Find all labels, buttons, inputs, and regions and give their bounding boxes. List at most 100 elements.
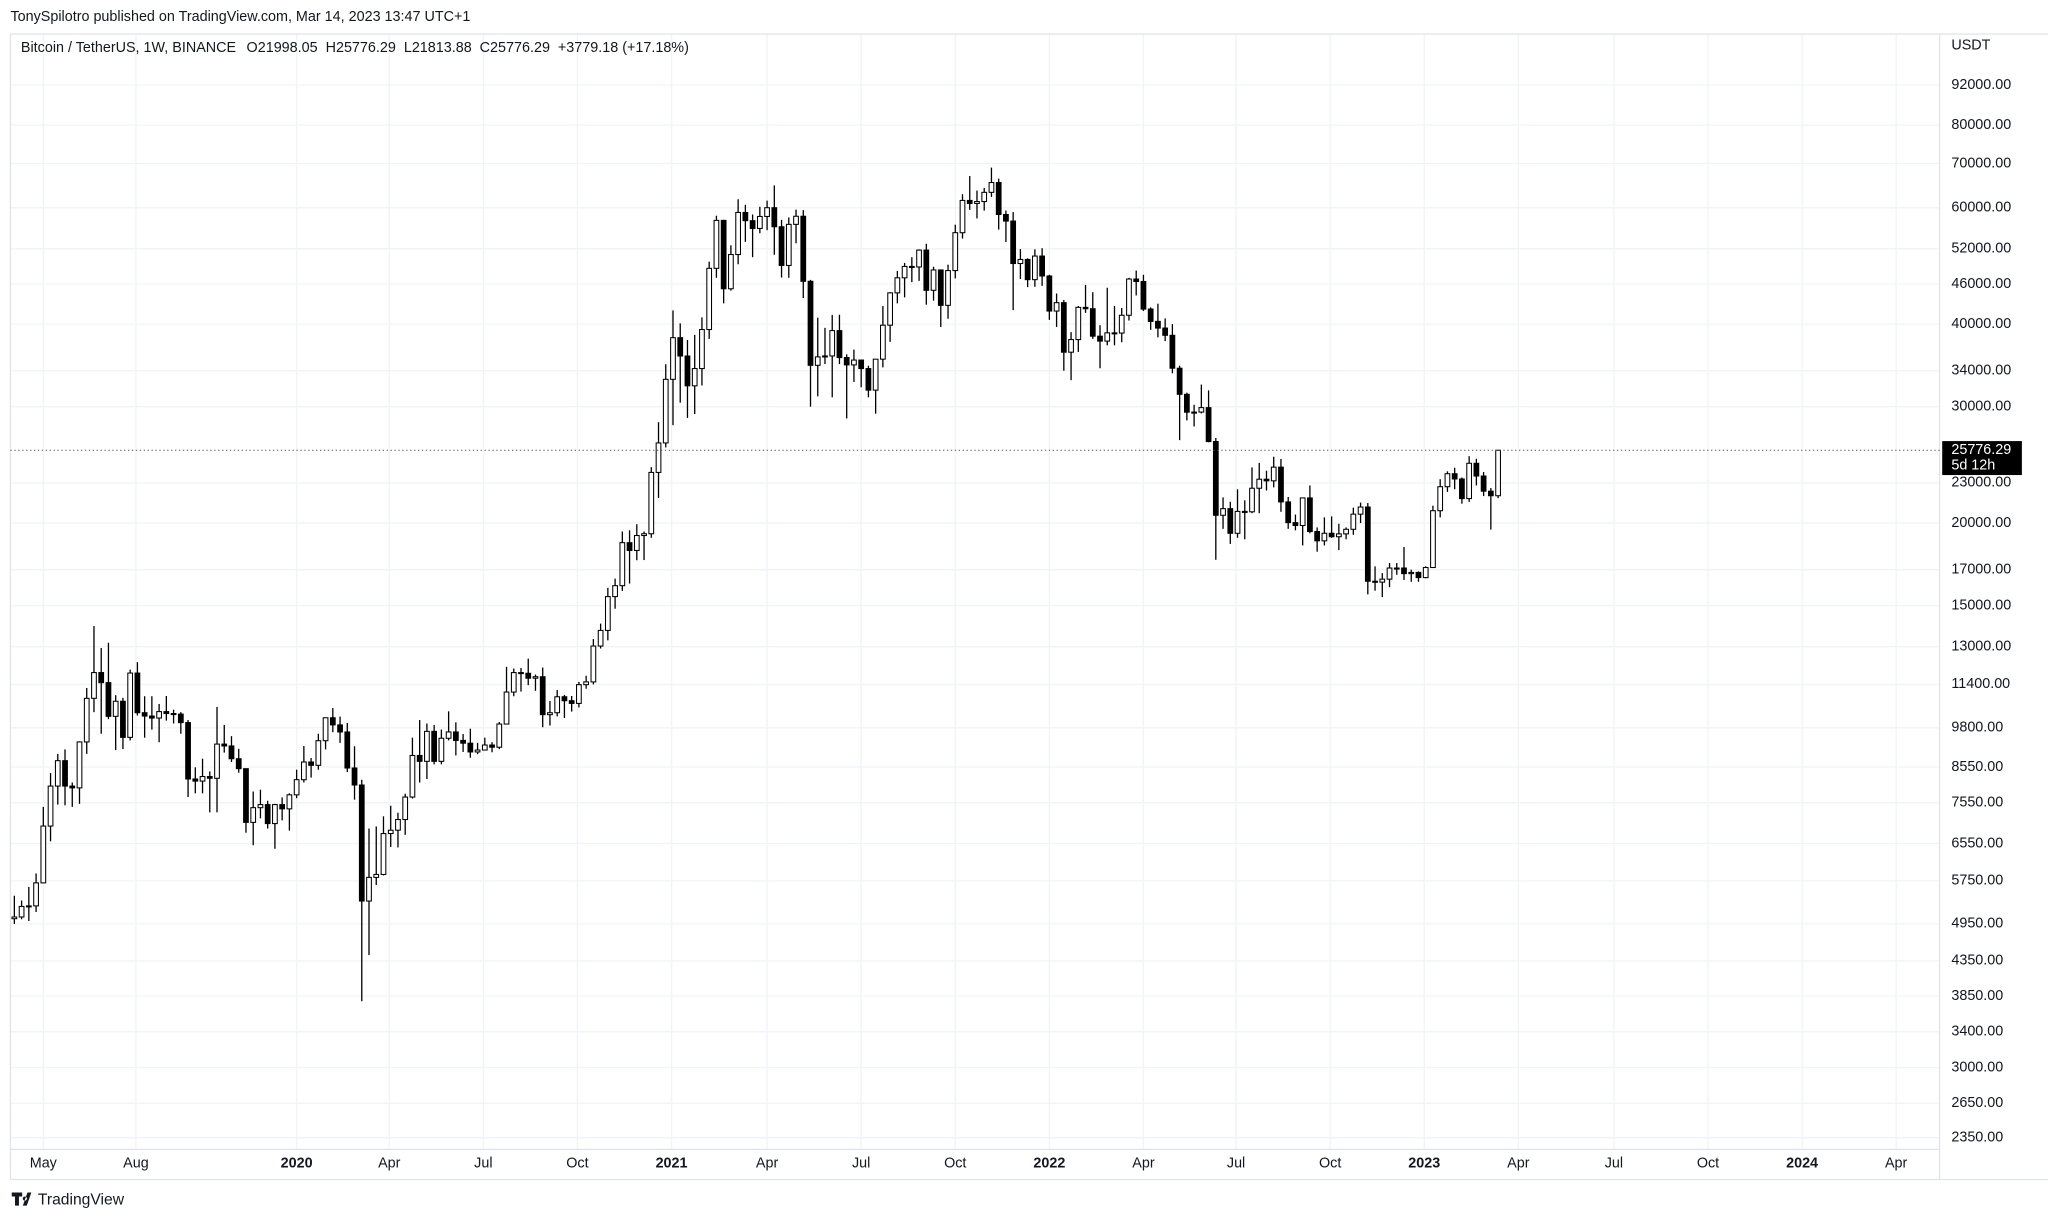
y-tick-label: 15000.00 — [1951, 597, 2011, 613]
candle-body — [793, 215, 799, 225]
candle-body — [1046, 275, 1053, 312]
candle-body — [583, 681, 590, 686]
candle-body — [329, 717, 336, 726]
candle-body — [366, 876, 372, 902]
candle-body — [626, 542, 633, 551]
candle-body — [1270, 466, 1277, 482]
candle-body — [496, 723, 503, 748]
y-tick-label: 11400.00 — [1951, 676, 2010, 692]
y-tick-label: 4950.00 — [1951, 916, 2003, 932]
candle-body — [431, 730, 438, 762]
candle-body — [1495, 449, 1501, 497]
candle-body — [1024, 258, 1031, 281]
footer-brand: TradingView — [38, 1192, 125, 1209]
candle-body — [807, 280, 814, 366]
y-tick-label: 3850.00 — [1951, 988, 2003, 1004]
candle-body — [1126, 278, 1132, 316]
candle-body — [1487, 490, 1494, 497]
candle-body — [894, 277, 901, 294]
price-tag-value: 25776.29 — [1951, 442, 2011, 458]
candle-body — [1082, 306, 1089, 310]
footer-logo — [11, 1192, 32, 1206]
x-tick-label: Apr — [1885, 1156, 1908, 1172]
candle-body — [127, 672, 134, 738]
candle-body — [988, 182, 995, 193]
candle-body — [1241, 510, 1248, 513]
y-tick-label: 20000.00 — [1951, 515, 2011, 531]
candle-body — [1176, 367, 1183, 395]
candle-body — [720, 219, 727, 290]
candle-body — [995, 182, 1002, 216]
candle-body — [206, 776, 213, 779]
candle-body — [568, 700, 575, 704]
candle-body — [445, 731, 452, 739]
candle-body — [677, 337, 684, 357]
candle-body — [1299, 497, 1306, 527]
x-tick-label: Apr — [756, 1156, 779, 1172]
candle-body — [1183, 393, 1190, 413]
candle-body — [1357, 506, 1364, 515]
y-tick-label: 2350.00 — [1951, 1130, 2003, 1146]
candle-body — [1393, 567, 1400, 570]
candle-body — [532, 676, 539, 679]
candle-body — [337, 724, 343, 733]
candle-body — [742, 211, 749, 222]
y-tick-label: 2650.00 — [1951, 1095, 2003, 1111]
y-tick-label: 7550.00 — [1951, 794, 2003, 810]
candle-body — [1386, 567, 1393, 580]
x-tick-label: 2023 — [1408, 1156, 1440, 1172]
candle-body — [923, 249, 930, 291]
y-tick-label: 8550.00 — [1951, 759, 2003, 775]
candle-body — [308, 761, 314, 766]
candle-body — [438, 737, 445, 762]
currency: USDT — [1951, 38, 1990, 54]
candle-body — [1111, 332, 1118, 335]
candle-body — [1249, 487, 1255, 513]
candle-body — [286, 794, 293, 810]
candle-body — [1321, 532, 1328, 542]
candle-body — [749, 220, 756, 229]
candle-body — [1032, 255, 1038, 281]
candle-body — [655, 442, 662, 473]
candle-body — [315, 740, 322, 766]
candle-body — [691, 368, 698, 387]
candle-body — [1422, 567, 1429, 579]
candle-body — [1133, 278, 1140, 283]
candle-body — [221, 743, 228, 747]
candle-body — [880, 324, 886, 360]
candle-body — [235, 758, 242, 770]
candle-body — [134, 672, 141, 714]
candle-body — [344, 731, 351, 769]
candle-body — [800, 215, 807, 282]
candle-body — [409, 754, 416, 798]
x-tick-label: 2024 — [1786, 1156, 1818, 1172]
candle-body — [1039, 255, 1045, 277]
candle-body — [966, 199, 973, 204]
candle-body — [822, 355, 828, 358]
candle-body — [264, 804, 271, 825]
y-tick-label: 9800.00 — [1951, 720, 2003, 736]
candle-body — [1104, 332, 1111, 342]
candle-body — [1162, 327, 1169, 336]
candle-body — [1220, 508, 1226, 516]
grid — [10, 33, 1940, 1150]
candle-body — [62, 760, 68, 787]
candle-body — [47, 785, 54, 827]
candle-body — [1212, 441, 1219, 516]
candle-body — [1480, 475, 1487, 492]
x-tick-label: Jul — [852, 1156, 870, 1172]
candle-body — [1060, 302, 1067, 353]
candle-body — [576, 684, 582, 704]
candle-body — [105, 682, 112, 717]
candle-body — [40, 825, 47, 884]
candles — [10, 167, 1940, 1002]
candle-body — [1372, 580, 1378, 583]
candle-body — [952, 232, 959, 272]
candle-body — [98, 672, 105, 684]
candle-body — [1343, 528, 1349, 535]
candle-body — [539, 676, 546, 716]
x-tick-label: May — [30, 1156, 58, 1172]
